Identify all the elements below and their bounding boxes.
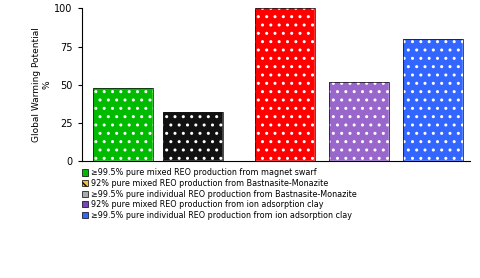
Legend: ≥99.5% pure mixed REO production from magnet swarf, 92% pure mixed REO productio: ≥99.5% pure mixed REO production from ma… xyxy=(82,168,357,220)
Bar xyxy=(329,82,389,161)
Y-axis label: Global Warming Potential
%: Global Warming Potential % xyxy=(32,27,51,142)
Bar xyxy=(255,8,315,161)
Bar xyxy=(255,8,315,161)
Bar xyxy=(403,39,464,161)
Bar xyxy=(403,39,464,161)
Bar xyxy=(163,112,223,161)
Bar xyxy=(163,112,223,161)
Bar xyxy=(93,88,153,161)
Bar xyxy=(329,82,389,161)
Bar xyxy=(93,88,153,161)
